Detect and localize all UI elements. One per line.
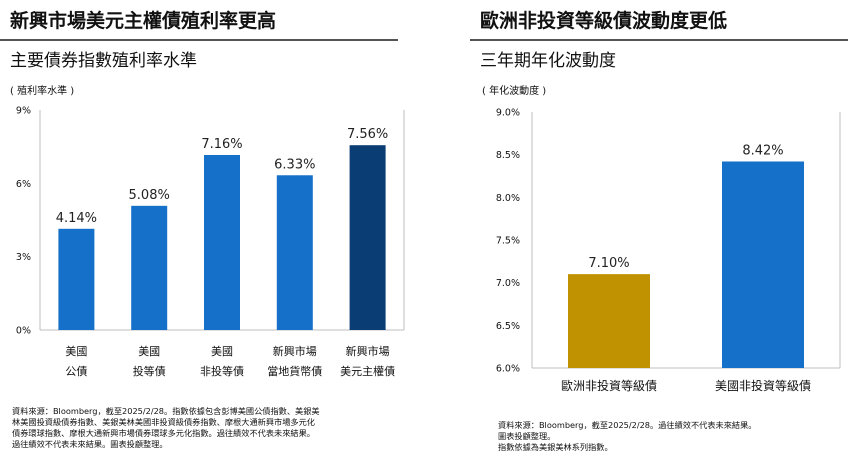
y-tick-label: 6.5%	[496, 321, 520, 332]
x-tick-label: 美國	[138, 345, 160, 358]
x-tick-label: 歐洲非投資等級債	[561, 378, 657, 393]
data-label: 7.56%	[347, 127, 388, 142]
right-source-note: 資料來源：Bloomberg，截至2025/2/28。過往績效不代表未來結果。 …	[498, 420, 756, 453]
right-source-line: 資料來源：Bloomberg，截至2025/2/28。過往績效不代表未來結果。	[498, 420, 757, 430]
right-title: 歐洲非投資等級債波動度更低	[480, 10, 728, 32]
right-unit-label: ( 年化波動度 )	[482, 86, 547, 97]
x-tick-label: 新興市場	[346, 344, 390, 358]
x-tick-label: 新興市場	[273, 344, 317, 358]
left-source-line: 資料來源：Bloomberg，截至2025/2/28。指數依據包含彭博美國公債指…	[12, 406, 320, 416]
bar	[568, 274, 650, 368]
left-source-line: 過往績效不代表未來結果。圖表投顧整理。	[12, 439, 168, 449]
left-panel: 新興市場美元主權債殖利率更高 主要債券指數殖利率水準 ( 殖利率水準 ) 0% 3…	[0, 0, 412, 459]
y-tick-label: 9%	[16, 106, 31, 117]
data-label: 5.08%	[129, 188, 170, 203]
left-source-line: 債券環球指數、摩根大通新興市場債券環球多元化指數。過往績效不代表未來結果。	[12, 428, 315, 438]
x-tick-label: 投等債	[133, 364, 166, 378]
left-source-note: 資料來源：Bloomberg，截至2025/2/28。指數依據包含彭博美國公債指…	[12, 406, 320, 450]
left-source-line: 林美國投資級債券指數、美銀美林美國非投資級債券指數、摩根大通新興市場多元化	[12, 417, 315, 427]
y-tick-label: 8.5%	[496, 150, 520, 161]
bar	[204, 154, 240, 330]
y-tick-label: 8.0%	[496, 193, 520, 204]
bar	[349, 145, 386, 330]
right-source-line: 圖表投顧整理。	[498, 431, 556, 441]
x-tick-label: 公債	[65, 364, 87, 378]
y-tick-label: 7.5%	[496, 236, 520, 247]
x-tick-label: 美國	[65, 345, 87, 358]
left-subtitle: 主要債券指數殖利率水準	[10, 51, 197, 71]
bar	[722, 161, 804, 368]
data-label: 7.16%	[201, 137, 242, 152]
bar	[131, 205, 168, 330]
y-tick-label: 0%	[16, 326, 31, 337]
right-title-rule	[470, 39, 848, 41]
right-panel: 歐洲非投資等級債波動度更低 三年期年化波動度 ( 年化波動度 ) 6.0% 6.5…	[470, 0, 856, 459]
right-subtitle: 三年期年化波動度	[480, 51, 616, 71]
x-tick-label: 美國非投資等級債	[715, 378, 811, 393]
x-tick-label: 當地貨幣債	[267, 364, 322, 378]
right-bar-chart: 6.0% 6.5% 7.0% 7.5% 8.0% 8.5% 9.0% 7.10% 歐洲非投資等級…	[496, 108, 841, 393]
data-label: 6.33%	[274, 157, 315, 172]
x-tick-label: 美國	[211, 345, 233, 358]
right-source-line: 指數依據為美銀美林系列指數。	[498, 442, 613, 452]
y-tick-label: 9.0%	[496, 108, 520, 119]
data-label: 4.14%	[56, 211, 97, 226]
bar	[276, 175, 313, 330]
x-tick-label: 美元主權債	[340, 364, 395, 378]
y-tick-label: 6.0%	[496, 364, 520, 375]
data-label: 7.10%	[588, 256, 629, 271]
y-tick-label: 7.0%	[496, 278, 520, 289]
left-title: 新興市場美元主權債殖利率更高	[10, 10, 277, 32]
x-tick-label: 非投等債	[200, 364, 244, 378]
bar	[58, 228, 95, 330]
left-unit-label: ( 殖利率水準 )	[10, 86, 75, 97]
y-tick-label: 3%	[16, 252, 31, 263]
data-label: 8.42%	[742, 143, 783, 158]
left-title-rule	[0, 39, 398, 41]
y-tick-label: 6%	[16, 179, 31, 190]
